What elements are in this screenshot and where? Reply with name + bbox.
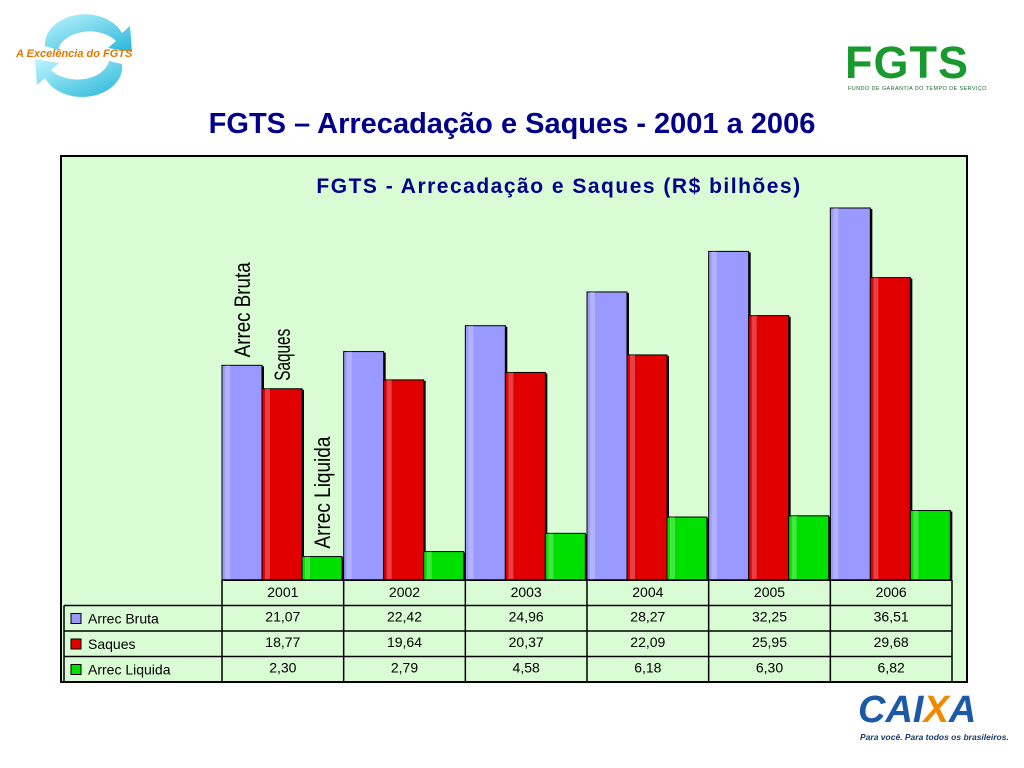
bar-arrec-bruta-2002: [343, 351, 386, 581]
bar-face: [343, 351, 385, 581]
table-value: 29,68: [874, 634, 909, 650]
caixa-logo-x: X: [923, 689, 949, 731]
bar-face: [221, 364, 263, 581]
table-value: 24,96: [509, 609, 544, 625]
caixa-logo-word: CAIXA: [858, 690, 976, 730]
bar-arrec-bruta-2004: [586, 291, 629, 581]
bar-highlight: [386, 379, 392, 580]
bar-face: [869, 277, 911, 581]
bar-highlight: [873, 277, 879, 580]
bar-highlight: [548, 533, 554, 580]
bar-face: [383, 379, 425, 581]
table-header-2004: 2004: [632, 584, 663, 600]
legend-key-arrec-liquida: [70, 664, 82, 675]
bar-saques-2005: [748, 315, 791, 581]
bar-highlight: [468, 325, 474, 580]
table-value: 18,77: [265, 634, 300, 650]
chart-title: FGTS - Arrecadação e Saques (R$ bilhões): [316, 175, 801, 198]
bar-highlight: [265, 388, 270, 580]
table-header-2006: 2006: [876, 584, 907, 600]
bar-saques-2003: [504, 371, 548, 581]
bar-highlight: [305, 556, 310, 580]
bar-face: [748, 315, 790, 581]
chart-panel: FGTS - Arrecadação e Saques (R$ bilhões)…: [60, 155, 968, 683]
bar-saques-2002: [383, 379, 426, 581]
caixa-slogan: Para você. Para todos os brasileiros.: [860, 732, 1009, 742]
bar-highlight: [751, 315, 757, 580]
legend-label-saques: Saques: [88, 636, 135, 652]
table-header-2002: 2002: [389, 584, 420, 600]
bar-highlight: [508, 372, 514, 580]
bar-arrec-bruta-2003: [464, 325, 508, 581]
fgts-logo-subtitle: FUNDO DE GARANTIA DO TEMPO DE SERVIÇO: [848, 86, 987, 92]
circular-arrows-icon: [35, 14, 133, 97]
table-header-2005: 2005: [754, 584, 785, 600]
bar-face: [666, 516, 708, 581]
bar-arrec-liquida-2005: [788, 515, 831, 581]
bar-arrec-liquida-2006: [909, 510, 953, 581]
table-value: 36,51: [874, 609, 909, 625]
bar-arrec-liquida-2002: [423, 551, 466, 581]
bar-face: [909, 510, 951, 581]
bar-face: [423, 551, 465, 581]
bar-highlight: [711, 251, 717, 580]
caixa-logo-part-1: CAI: [858, 689, 924, 731]
legend-label-arrec-liquida: Arrec Liquida: [88, 662, 171, 678]
bar-arrec-bruta-2006: [829, 207, 873, 581]
legend-key-saques: [70, 638, 82, 650]
fgts-logo-word: FGTS: [845, 37, 969, 88]
table-header-2001: 2001: [267, 584, 298, 600]
bar-highlight: [426, 551, 432, 580]
table-value: 6,82: [878, 660, 905, 676]
bar-saques-2004: [626, 354, 669, 581]
table-value: 21,07: [265, 609, 300, 625]
bar-face: [464, 325, 506, 581]
caixa-logo-part-3: A: [948, 689, 977, 731]
bar-highlight: [791, 515, 797, 580]
bar-arrec-bruta-2001: [221, 364, 264, 581]
table-value: 20,37: [509, 634, 544, 650]
bar-highlight: [225, 365, 230, 580]
table-value: 6,30: [756, 660, 783, 676]
series-annotation-saques: Saques: [270, 329, 295, 381]
table-value: 2,79: [391, 660, 418, 676]
series-annotation-arrec-liquida: Arrec Liquida: [310, 436, 335, 549]
bar-highlight: [630, 354, 635, 580]
table-header-2003: 2003: [511, 584, 542, 600]
bar-highlight: [346, 351, 352, 580]
table-value: 25,95: [752, 634, 787, 650]
bar-highlight: [913, 510, 919, 580]
bar-arrec-liquida-2001: [301, 556, 344, 581]
fgts-logo: FGTS FUNDO DE GARANTIA DO TEMPO DE SERVI…: [845, 37, 997, 100]
caixa-logo: CAIXA Para você. Para todos os brasileir…: [858, 690, 1010, 750]
table-value: 6,18: [634, 660, 661, 676]
series-annotation-arrec-bruta: Arrec Bruta: [230, 262, 255, 358]
bar-chart: FGTS - Arrecadação e Saques (R$ bilhões)…: [63, 175, 953, 681]
bar-saques-2001: [261, 388, 304, 581]
bar-face: [829, 207, 871, 581]
excelencia-fgts-text: A Excelência do FGTS: [16, 48, 133, 60]
table-value: 22,09: [630, 634, 665, 650]
table-value: 19,64: [387, 634, 422, 650]
legend-label-arrec-bruta: Arrec Bruta: [88, 611, 159, 627]
bar-arrec-bruta-2005: [708, 250, 751, 581]
bar-face: [504, 371, 546, 581]
bar-arrec-liquida-2003: [544, 532, 588, 581]
table-value: 22,42: [387, 609, 422, 625]
bar-saques-2006: [869, 277, 913, 581]
bar-highlight: [833, 208, 839, 580]
table-value: 2,30: [269, 660, 296, 676]
slide-title: FGTS – Arrecadação e Saques - 2001 a 200…: [208, 108, 816, 140]
bar-highlight: [670, 517, 675, 580]
bar-face: [261, 388, 303, 581]
bar-highlight: [590, 291, 595, 580]
table-value: 32,25: [752, 609, 787, 625]
bar-arrec-liquida-2004: [666, 516, 709, 581]
legend-key-arrec-bruta: [70, 613, 82, 624]
table-value: 4,58: [513, 660, 540, 676]
table-value: 28,27: [630, 609, 665, 625]
excelencia-fgts-logo: A Excelência do FGTS: [10, 8, 160, 103]
